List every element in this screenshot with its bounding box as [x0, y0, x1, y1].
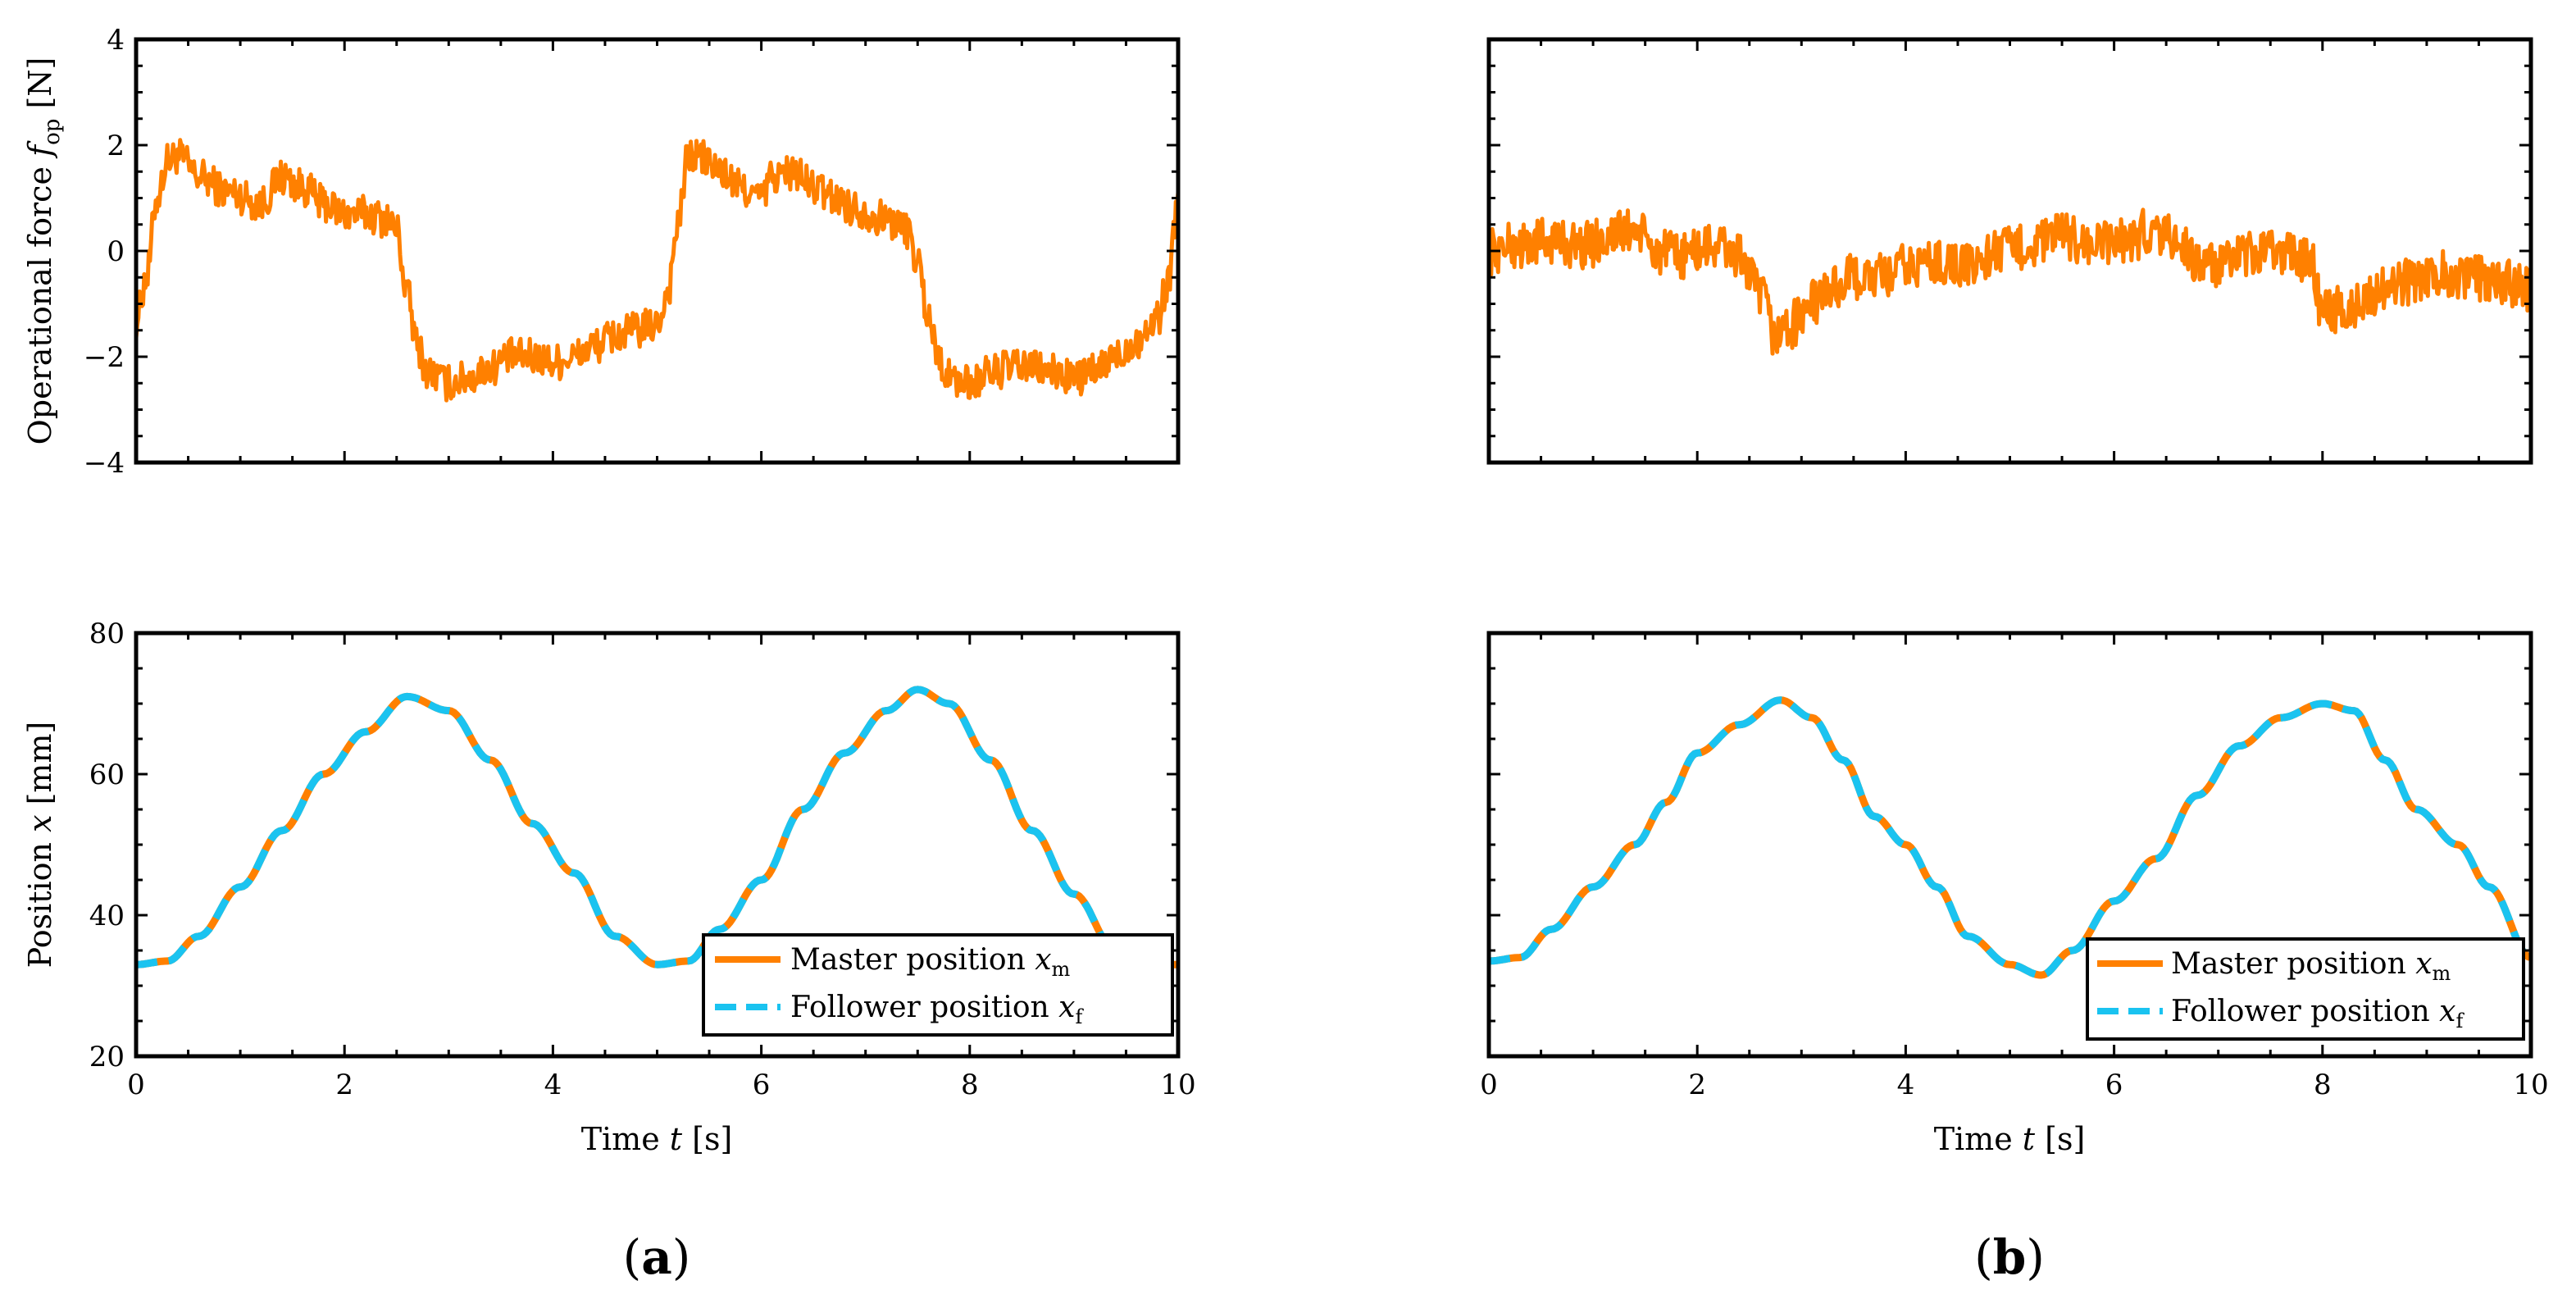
panel-b-force-axes: [1486, 37, 2533, 465]
y-tick-label: 2: [107, 130, 125, 162]
position-lines-group: [1487, 696, 2533, 979]
panel-b-position-axes: 0 2 4 6 8 10: [1480, 631, 2549, 1101]
tick-marks: [1487, 38, 2533, 464]
y-tick-labels: −4 −2 0 2 4: [84, 24, 125, 480]
x-tick-label: 2: [1688, 1069, 1706, 1101]
y-tick-label: 20: [89, 1041, 125, 1073]
y-tick-label: −2: [84, 341, 125, 374]
x-axis-label-a: Time t [s]: [581, 1121, 733, 1157]
x-tick-label: 6: [2105, 1069, 2123, 1101]
panel-label-a: (a): [623, 1229, 691, 1285]
panel-a-position-axes: 20 40 60 80 0 2 4 6 8 10: [89, 618, 1196, 1101]
x-tick-label: 4: [1897, 1069, 1915, 1101]
x-tick-label: 10: [1160, 1069, 1195, 1101]
x-tick-label: 2: [335, 1069, 353, 1101]
x-tick-labels: 0 2 4 6 8 10: [127, 1069, 1195, 1101]
x-tick-label: 0: [1480, 1069, 1498, 1101]
y-tick-label: −4: [84, 447, 125, 480]
follower-position-line: [1487, 696, 2533, 979]
position-lines-group: [134, 686, 1180, 968]
position-y-axis-label: Position x [mm]: [22, 722, 58, 968]
legend-master-label: Master position xm: [790, 943, 1071, 981]
follower-position-line: [134, 686, 1180, 968]
operational-force-line: [134, 138, 1181, 403]
y-tick-label: 60: [89, 759, 125, 791]
x-tick-label: 0: [127, 1069, 145, 1101]
x-tick-label: 4: [544, 1069, 562, 1101]
y-tick-label: 4: [107, 24, 125, 57]
legend-a: Master position xm Follower position xf: [702, 933, 1174, 1037]
axes-frame: [1486, 631, 2533, 1059]
y-tick-label: 80: [89, 618, 125, 650]
legend-follower-label: Follower position xf: [790, 991, 1084, 1028]
legend-box: [2086, 937, 2525, 1041]
legend-box: [702, 933, 1174, 1037]
x-axis-label-b: Time t [s]: [1934, 1121, 2086, 1157]
y-tick-labels: 20 40 60 80: [89, 618, 125, 1073]
x-tick-label: 8: [961, 1069, 979, 1101]
tick-marks: [134, 38, 1180, 464]
axes-frame: [134, 37, 1181, 465]
x-tick-label: 8: [2314, 1069, 2332, 1101]
operational-force-line: [1486, 207, 2533, 356]
legend-master-label: Master position xm: [2171, 947, 2451, 985]
force-line-group: [1486, 207, 2533, 356]
y-tick-label: 0: [107, 235, 125, 268]
axes-frame: [1486, 37, 2533, 465]
axes-frame: [134, 631, 1181, 1059]
x-tick-labels: 0 2 4 6 8 10: [1480, 1069, 2548, 1101]
panel-a-force-axes: −4 −2 0 2 4: [84, 24, 1181, 480]
x-tick-label: 10: [2513, 1069, 2548, 1101]
legend-follower-label: Follower position xf: [2171, 995, 2464, 1032]
force-line-group: [134, 138, 1181, 403]
master-position-line: [134, 686, 1180, 968]
y-tick-label: 40: [89, 900, 125, 932]
legend-b: Master position xm Follower position xf: [2086, 937, 2525, 1041]
x-tick-label: 6: [753, 1069, 771, 1101]
panel-label-b: (b): [1974, 1229, 2045, 1285]
force-y-axis-label: Operational force fop [N]: [22, 57, 65, 445]
